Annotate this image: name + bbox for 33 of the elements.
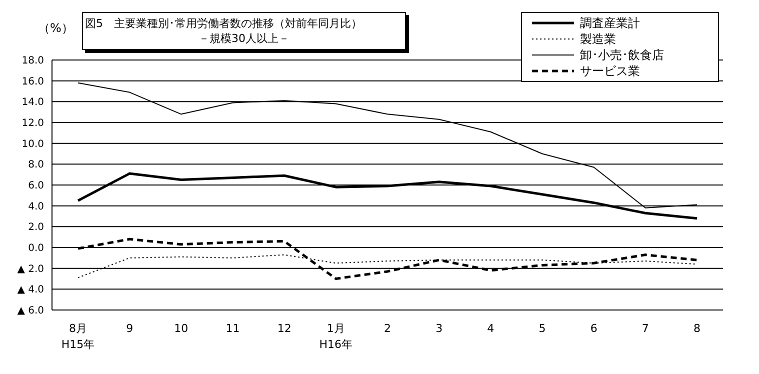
legend-label: サービス業 (580, 62, 640, 80)
x-tick-label: 9 (126, 322, 134, 335)
x-tick-label: 8 (694, 322, 700, 335)
x-tick-label: 10 (174, 322, 188, 335)
x-tick-label: 5 (538, 322, 546, 335)
y-tick-label: 18.0 (22, 56, 44, 67)
x-tick-label: 2 (384, 322, 391, 335)
legend-label: 卸･小売･飲食店 (580, 46, 664, 64)
x-tick-label: 4 (487, 322, 494, 335)
x-tick-label: 6 (590, 322, 598, 335)
y-tick-label: ▲ 6.0 (17, 306, 44, 317)
y-tick-label: 4.0 (28, 201, 44, 212)
chart-subtitle: －規模30人以上－ (198, 31, 290, 46)
y-tick-label: 12.0 (22, 118, 44, 130)
y-tick-label: 10.0 (22, 138, 44, 150)
x-tick-label: 12 (277, 322, 292, 335)
legend-label: 製造業 (580, 30, 616, 48)
y-tick-label: ▲ 4.0 (17, 284, 44, 296)
y-tick-label: 16.0 (22, 76, 44, 88)
y-tick-label: 8.0 (28, 160, 44, 171)
y-tick-label: ▲ 2.0 (17, 264, 44, 275)
x-tick-label: 11 (226, 322, 240, 335)
x-tick-label: 1月 H16年 (319, 322, 353, 351)
x-tick-label: 7 (642, 322, 649, 335)
chart-title: 図5 主要業種別･常用労働者数の推移（対前年同月比） (85, 16, 363, 31)
y-tick-label: 0.0 (28, 243, 44, 254)
x-tick-label: 3 (436, 322, 443, 335)
y-tick-label: 6.0 (28, 180, 44, 192)
y-tick-label: 2.0 (28, 222, 44, 234)
legend-label: 調査産業計 (580, 14, 640, 32)
y-axis-title: （%） (38, 20, 74, 37)
y-tick-label: 14.0 (22, 97, 44, 108)
x-tick-label: 8月 H15年 (61, 322, 95, 351)
